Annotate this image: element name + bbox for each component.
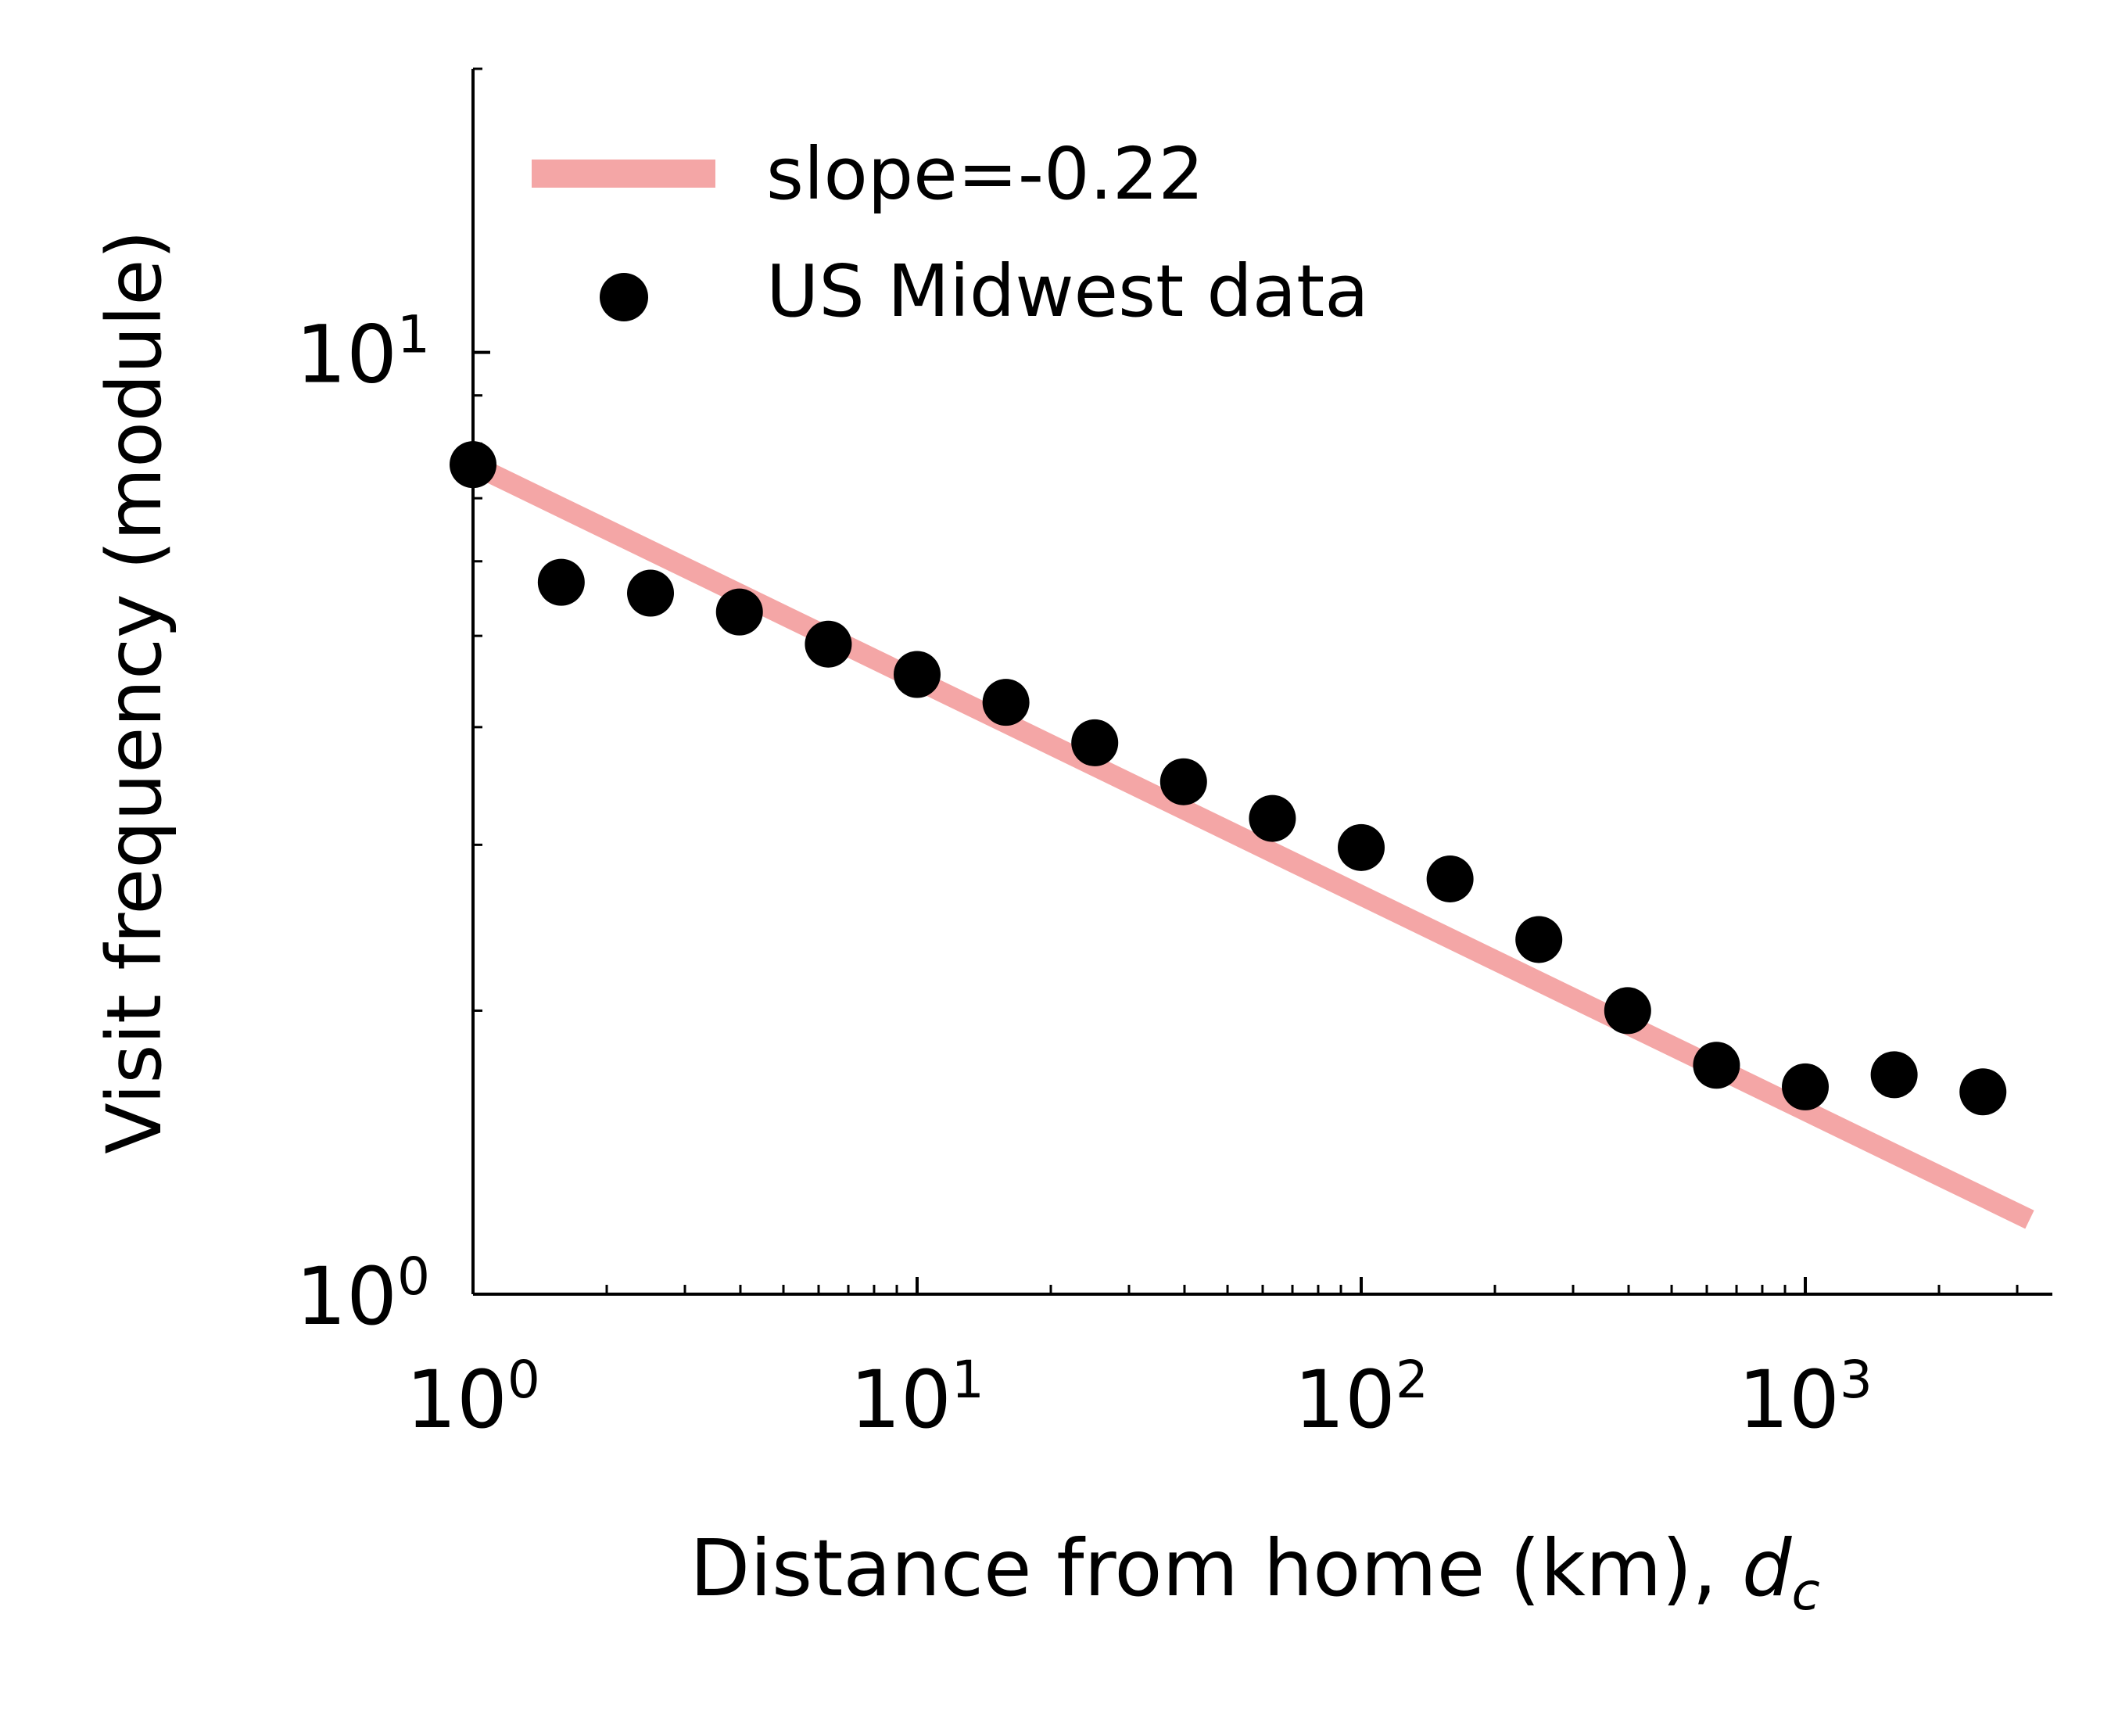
data-point: [627, 569, 675, 617]
data-point: [982, 679, 1030, 726]
data-point: [1693, 1042, 1740, 1089]
data-point: [1071, 719, 1119, 766]
legend-label: US Midwest data: [766, 249, 1369, 333]
axes: 100 101 102 103 100 101: [296, 67, 2052, 1447]
data-point: [1515, 916, 1563, 963]
data-point: [1604, 987, 1651, 1035]
data-point: [1426, 855, 1474, 902]
x-axis-label: Distance from home (km), dc: [690, 1523, 1820, 1622]
y-tick-label: 100: [296, 1246, 430, 1343]
data-point: [1782, 1063, 1830, 1110]
data-point: [1159, 758, 1207, 805]
legend: slope=-0.22 US Midwest data: [532, 132, 1369, 333]
x-tick-label: 101: [850, 1350, 984, 1447]
points-layer: [450, 441, 2007, 1116]
data-point: [1338, 823, 1385, 871]
y-tick-label: 101: [296, 305, 430, 402]
data-point: [1870, 1051, 1918, 1099]
legend-label: slope=-0.22: [766, 132, 1204, 216]
x-tick-label: 103: [1738, 1350, 1873, 1447]
data-point: [450, 441, 496, 489]
x-tick-label: 102: [1294, 1350, 1428, 1447]
data-point: [805, 620, 852, 668]
data-point: [1249, 794, 1296, 842]
x-tick-label: 100: [406, 1350, 540, 1447]
data-point: [537, 558, 585, 606]
data-point: [894, 651, 941, 698]
data-point: [1959, 1068, 2007, 1116]
data-point: [715, 588, 763, 636]
legend-marker-swatch: [600, 273, 648, 321]
y-axis-label: Visit frequency (module): [91, 230, 178, 1154]
